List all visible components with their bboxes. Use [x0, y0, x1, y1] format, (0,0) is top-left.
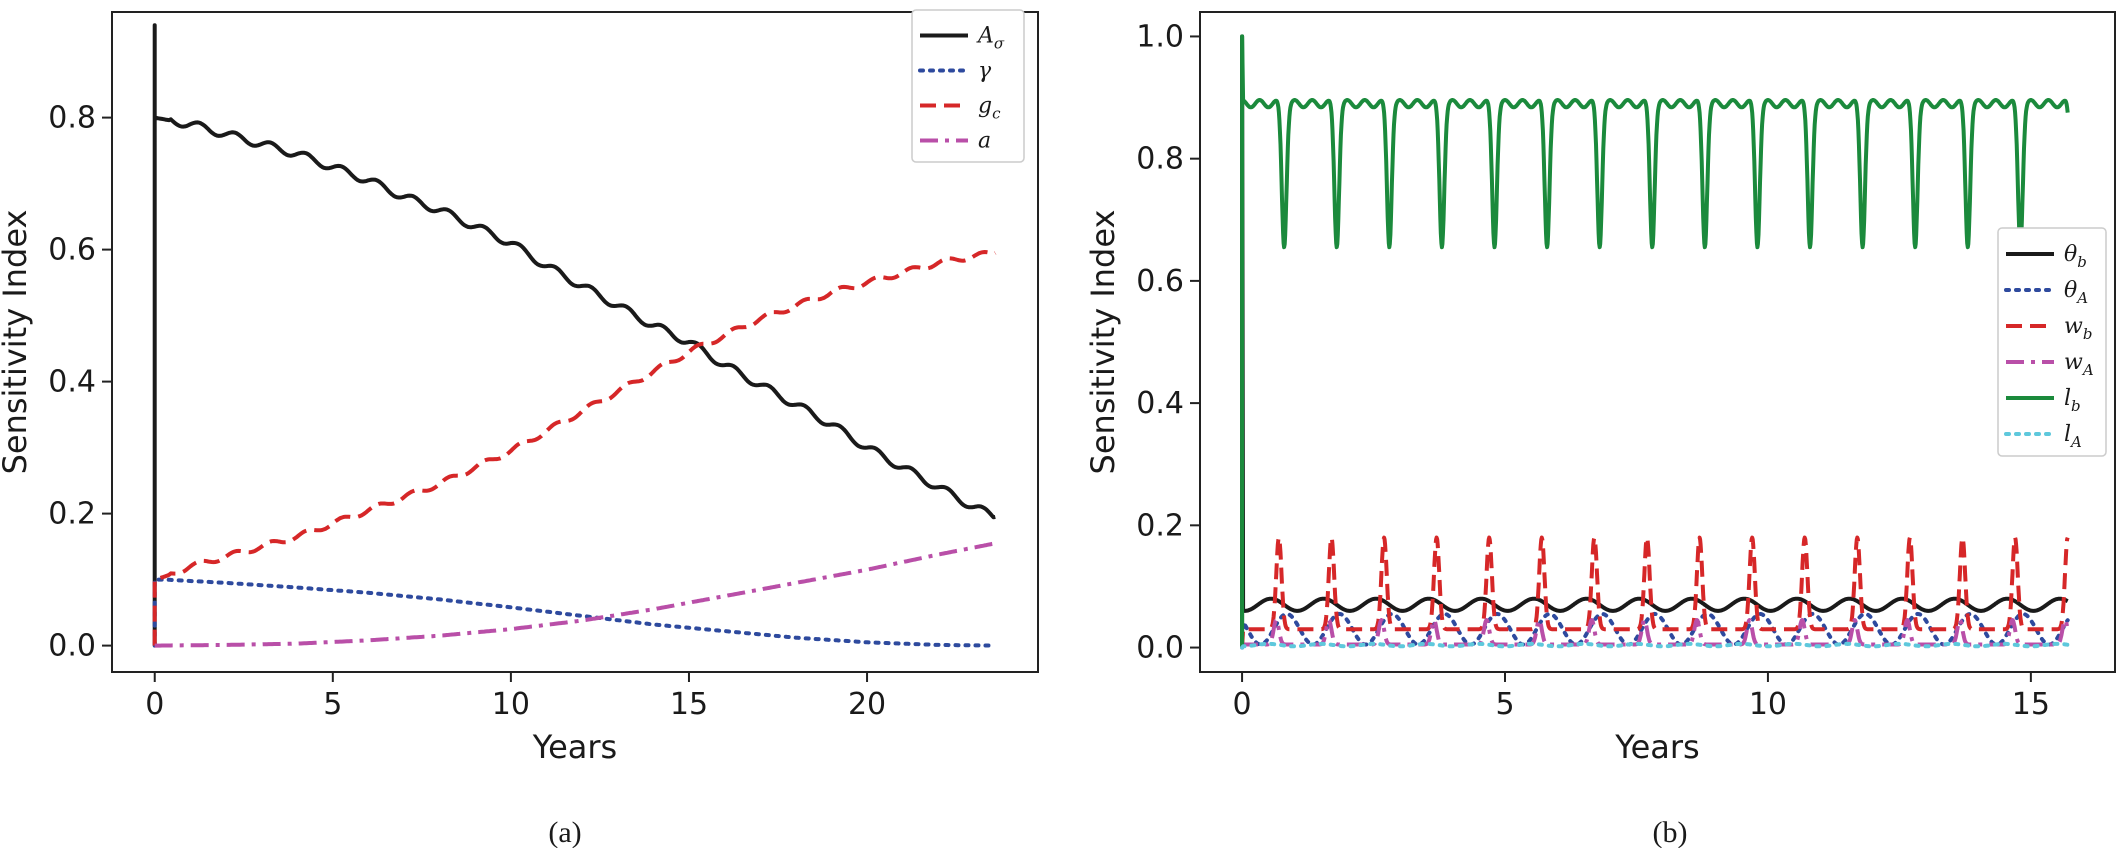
series-line-θA — [1240, 611, 2070, 650]
series-line-γ — [152, 577, 998, 648]
y-axis-label: Sensitivity Index — [0, 210, 34, 475]
legend-entry-wA: wA — [2064, 350, 2094, 379]
y-tick-label: 0.0 — [1136, 631, 1184, 666]
y-tick-label: 1.0 — [1136, 19, 1184, 54]
y-axis-label: Sensitivity Index — [1084, 210, 1122, 475]
x-tick-label: 0 — [1233, 687, 1252, 722]
series-line-gc — [152, 250, 997, 646]
legend-entry-lA: lA — [2064, 422, 2082, 451]
x-axis-label: Years — [532, 728, 617, 766]
chart-panel-1: 0 5 10 15 20 0.0 0.2 0.4 0.6 0.8 Years Sensitivity … — [0, 9, 1039, 848]
series-line-lA — [1240, 641, 2070, 650]
legend-entry-a: a — [978, 129, 991, 154]
y-tick-label: 0.4 — [1136, 386, 1184, 421]
legend-entry-gc: gc — [978, 94, 1001, 123]
y-tick-label: 0.0 — [48, 629, 96, 664]
series-line-wb — [1240, 535, 2070, 648]
legend-box — [911, 9, 1025, 163]
y-tick-label: 0.2 — [1136, 508, 1184, 543]
x-tick-label: 10 — [1749, 687, 1787, 722]
chart-panel-2: 0 5 10 15 0.0 0.2 0.4 0.6 0.8 1.0 Years Sensitivity… — [1084, 11, 2116, 848]
series-line-wA — [1240, 618, 2070, 649]
y-tick-label: 0.4 — [48, 365, 96, 400]
x-tick-label: 15 — [2012, 687, 2050, 722]
legend-entry-Aσ: Aσ — [976, 24, 1005, 53]
legend: θb θA wb wA lb lA — [1997, 227, 2107, 457]
x-tick-label: 20 — [848, 687, 886, 722]
x-axis-label: Years — [1614, 728, 1699, 766]
legend-entry-lb: lb — [2064, 386, 2081, 415]
panel-caption: (a) — [548, 816, 581, 848]
legend: Aσ γ gc a — [911, 9, 1025, 163]
y-tick-label: 0.8 — [1136, 142, 1184, 177]
x-tick-label: 0 — [145, 687, 164, 722]
y-tick-label: 0.6 — [48, 233, 96, 268]
x-tick-label: 10 — [492, 687, 530, 722]
legend-entry-wb: wb — [2064, 314, 2092, 343]
y-tick-label: 0.2 — [48, 497, 96, 532]
plot-frame — [111, 11, 1039, 673]
legend-entry-θb: θb — [2064, 242, 2087, 271]
series-line-lb — [1240, 34, 2070, 648]
y-tick-label: 0.8 — [48, 101, 96, 136]
series-line-Aσ — [152, 23, 996, 646]
legend-entry-γ: γ — [978, 59, 992, 84]
series-line-a — [154, 541, 996, 648]
y-tick-label: 0.6 — [1136, 264, 1184, 299]
plot-frame — [1199, 11, 2116, 673]
x-tick-label: 15 — [670, 687, 708, 722]
x-tick-label: 5 — [323, 687, 342, 722]
panel-caption: (b) — [1653, 816, 1688, 848]
legend-entry-θA: θA — [2064, 278, 2088, 307]
x-tick-label: 5 — [1495, 687, 1514, 722]
